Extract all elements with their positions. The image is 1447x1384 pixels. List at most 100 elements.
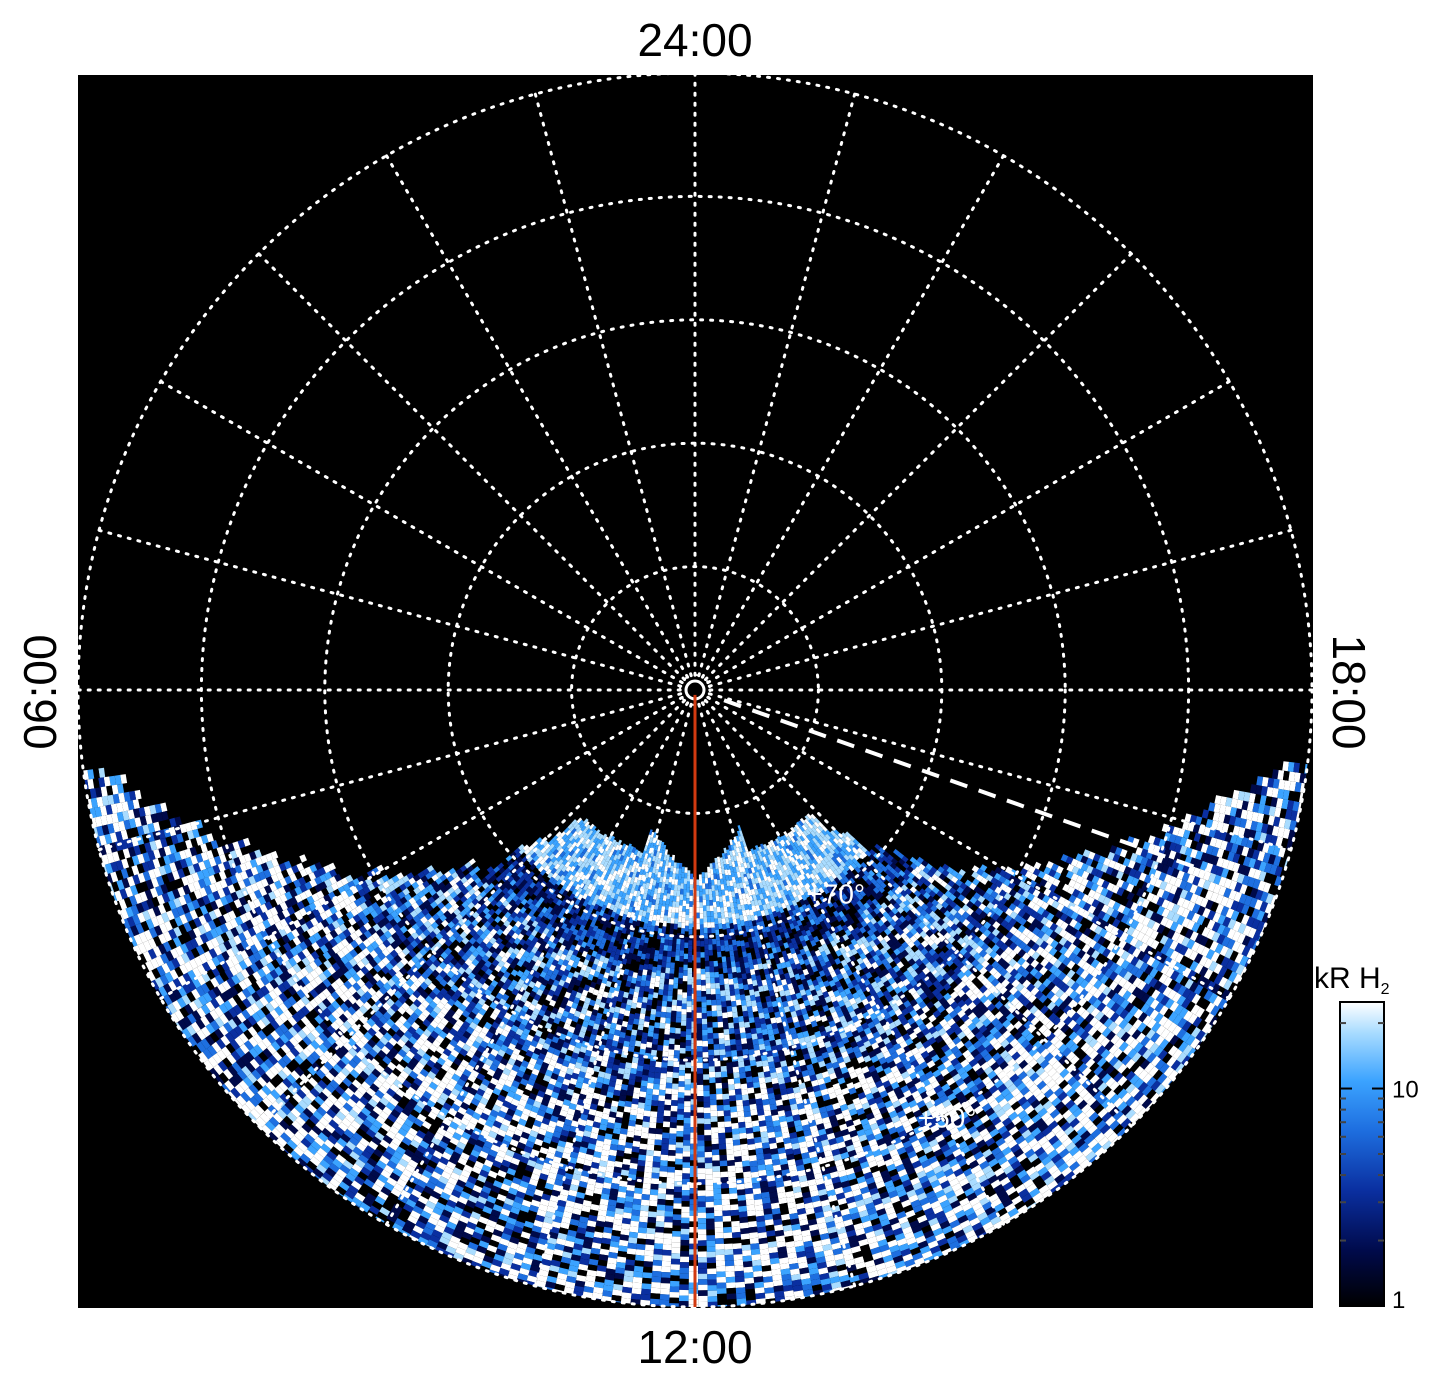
emission-cell (615, 1053, 622, 1060)
emission-cell (617, 1192, 626, 1199)
emission-cell (628, 1120, 636, 1127)
emission-cell (635, 1041, 641, 1047)
emission-cell (633, 1019, 639, 1025)
emission-cell (662, 926, 667, 932)
emission-cell (656, 939, 661, 945)
emission-cell (623, 1153, 631, 1160)
emission-cell (640, 1008, 646, 1014)
emission-cell (643, 991, 649, 997)
emission-cell (631, 1029, 637, 1035)
emission-cell (639, 986, 645, 992)
emission-cell (651, 972, 656, 978)
emission-cell (617, 1043, 624, 1050)
emission-cell (625, 1062, 632, 1069)
emission-cell (624, 1148, 632, 1155)
emission-cell (641, 1038, 647, 1044)
emission-cell (637, 997, 643, 1003)
emission-cell (663, 915, 667, 921)
emission-cell (615, 1117, 623, 1124)
emission-cell (654, 956, 659, 962)
emission-cell (628, 1019, 634, 1025)
emission-cell (623, 1159, 631, 1166)
emission-cell (623, 1112, 631, 1119)
emission-cell (622, 1079, 629, 1086)
emission-cell (643, 1027, 649, 1033)
emission-cell (618, 1037, 625, 1044)
emission-cell (621, 1170, 629, 1177)
emission-cell (627, 1090, 634, 1097)
emission-cell (637, 1065, 644, 1071)
emission-cell (616, 1079, 623, 1086)
emission-cell (619, 1032, 626, 1039)
emission-cell (642, 1032, 648, 1038)
emission-cell (638, 1024, 644, 1030)
emission-cell (650, 953, 655, 959)
emission-cell (639, 1013, 645, 1019)
emission-cell (624, 1106, 631, 1113)
emission-cell (648, 994, 654, 1000)
emission-cell (615, 1156, 623, 1163)
emission-cell (617, 1106, 625, 1113)
emission-cell (666, 899, 670, 905)
emission-cell (627, 1024, 633, 1031)
emission-cell (625, 1142, 633, 1149)
emission-cell (655, 976, 660, 982)
emission-cell (622, 1164, 630, 1171)
emission-cell (630, 1068, 637, 1074)
emission-cell (634, 1013, 640, 1019)
emission-cell (649, 983, 655, 989)
emission-cell (654, 987, 659, 993)
emission-cell (623, 1073, 630, 1080)
emission-cell (658, 954, 663, 960)
emission-cell (627, 1131, 635, 1138)
emission-cell (640, 1043, 646, 1049)
emission-cell (617, 1197, 626, 1204)
emission-cell (632, 1057, 639, 1063)
emission-cell (659, 948, 664, 954)
emission-cell (637, 1030, 643, 1036)
emission-cell (660, 937, 665, 943)
emission-cell (644, 1021, 650, 1027)
emission-cell (645, 980, 651, 986)
emission-cell (615, 1208, 624, 1215)
emission-cell (625, 1101, 632, 1108)
emission-cell (634, 1046, 641, 1052)
emission-cell (654, 950, 659, 956)
emission-cell (614, 1122, 622, 1129)
emission-cell (630, 1035, 636, 1042)
emission-cell (618, 1186, 627, 1193)
emission-cell (647, 999, 653, 1005)
emission-cell (638, 991, 644, 997)
emission-cell (657, 959, 662, 965)
emission-cell (619, 1134, 627, 1141)
emission-cell (629, 1115, 637, 1122)
emission-cell (632, 1098, 639, 1104)
emission-cell (620, 1128, 628, 1135)
emission-cell (657, 965, 662, 971)
emission-cell (618, 1068, 625, 1075)
emission-cell (620, 1057, 627, 1064)
emission-cell (621, 1123, 629, 1130)
emission-cell (619, 1181, 628, 1188)
emission-cell (623, 1041, 630, 1048)
emission-cell (646, 1005, 652, 1011)
emission-cell (640, 980, 646, 986)
emission-cell (633, 1093, 640, 1099)
emission-cell (622, 1046, 629, 1053)
emission-cell (650, 977, 655, 983)
emission-cell (614, 1161, 622, 1168)
emission-cell (654, 981, 659, 987)
emission-cell (645, 1010, 651, 1016)
emission-cell (630, 1109, 638, 1115)
emission-cell (619, 1062, 626, 1069)
emission-cell (636, 1071, 643, 1077)
emission-cell (627, 1084, 634, 1091)
emission-cell (660, 943, 665, 949)
emission-cell (616, 1203, 625, 1210)
emission-cell (631, 1062, 638, 1069)
emission-cell (649, 958, 654, 964)
emission-cell (629, 1013, 635, 1020)
emission-cell (623, 1016, 629, 1023)
emission-cell (624, 1068, 631, 1075)
